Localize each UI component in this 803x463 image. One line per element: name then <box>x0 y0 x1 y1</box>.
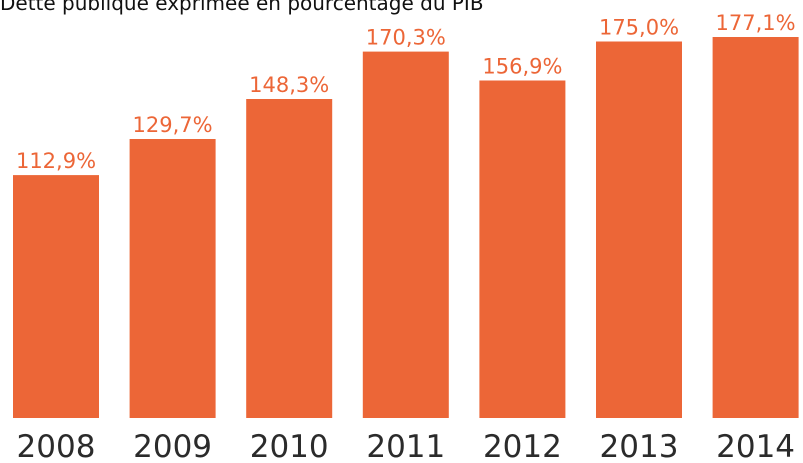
bar-value-label-2010: 148,3% <box>249 73 329 97</box>
bar-value-label-2009: 129,7% <box>133 113 213 137</box>
bar-2009 <box>129 139 216 418</box>
bar-value-label-2014: 177,1% <box>716 11 796 35</box>
x-tick-label-2011: 2011 <box>366 429 445 463</box>
bar-2012 <box>479 80 566 418</box>
chart-title: Dette publique exprimée en pourcentage d… <box>0 0 484 15</box>
bar-value-label-2012: 156,9% <box>482 55 562 79</box>
bar-value-label-2008: 112,9% <box>16 149 96 173</box>
bar-2011 <box>362 51 449 418</box>
bar-2014 <box>712 37 799 418</box>
bar-2008 <box>13 175 99 418</box>
bar-2013 <box>596 41 682 418</box>
x-tick-label-2008: 2008 <box>17 429 96 463</box>
bars-group <box>13 37 799 418</box>
bar-value-label-2013: 175,0% <box>599 16 679 40</box>
x-tick-label-2012: 2012 <box>483 429 562 463</box>
bar-value-label-2011: 170,3% <box>366 26 446 50</box>
value-labels-group: 112,9% 129,7% 148,3% 170,3% 156,9% 175,0% 177,… <box>16 11 796 173</box>
x-tick-label-2013: 2013 <box>600 429 679 463</box>
bar-2010 <box>246 99 333 418</box>
x-axis-tick-labels: 2008 2009 2010 2011 2012 2013 2014 <box>17 429 796 463</box>
x-tick-label-2014: 2014 <box>716 429 795 463</box>
x-tick-label-2009: 2009 <box>133 429 212 463</box>
x-tick-label-2010: 2010 <box>250 429 329 463</box>
